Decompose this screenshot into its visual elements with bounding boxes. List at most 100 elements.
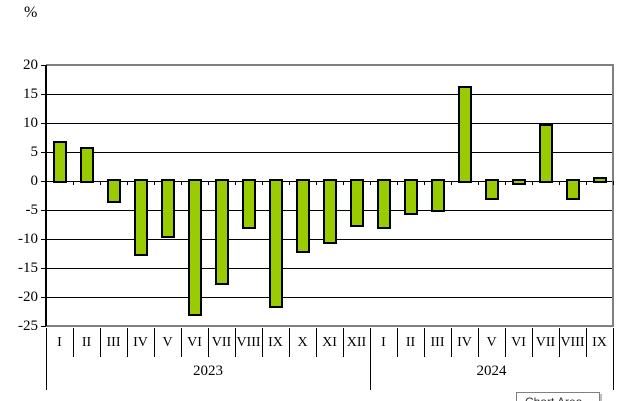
month-separator xyxy=(531,328,533,357)
category-axis-tick xyxy=(531,181,533,185)
year-separator xyxy=(612,328,614,390)
month-separator xyxy=(450,328,452,357)
month-separator xyxy=(585,328,587,357)
bar-2023-I[interactable] xyxy=(52,141,67,183)
category-axis-tick xyxy=(72,181,74,185)
bar-2024-I[interactable] xyxy=(376,179,391,230)
x-tick-label-2023-II: II xyxy=(81,335,92,350)
y-axis-tick-label: -15 xyxy=(18,260,38,276)
year-label-2023: 2023 xyxy=(193,363,223,379)
y-axis-line xyxy=(45,65,47,326)
category-axis-tick xyxy=(558,181,560,185)
bar-2023-VI[interactable] xyxy=(187,179,202,317)
category-axis-tick xyxy=(45,181,47,185)
x-tick-label-2023-X: X xyxy=(297,335,308,350)
month-separator xyxy=(234,328,236,357)
bar-2024-IX[interactable] xyxy=(592,177,607,183)
y-axis-tick xyxy=(41,93,46,95)
bar-2023-VIII[interactable] xyxy=(241,179,256,230)
category-axis-tick xyxy=(261,181,263,185)
bar-2023-VII[interactable] xyxy=(214,179,229,285)
category-axis-tick xyxy=(504,181,506,185)
y-axis-tick-label: 15 xyxy=(23,86,38,102)
category-axis-tick xyxy=(153,181,155,185)
x-tick-label-2023-XI: XI xyxy=(322,335,337,350)
category-axis-tick xyxy=(612,181,614,185)
category-axis-tick xyxy=(342,181,344,185)
bar-2023-X[interactable] xyxy=(295,179,310,253)
month-separator xyxy=(342,328,344,357)
category-axis-tick xyxy=(288,181,290,185)
y-axis-tick xyxy=(41,180,46,182)
tooltip-text: Chart Area xyxy=(525,395,582,401)
category-axis-tick xyxy=(207,181,209,185)
x-tick-label-2024-III: III xyxy=(430,335,445,350)
year-label-2024: 2024 xyxy=(476,363,507,379)
bar-2023-III[interactable] xyxy=(106,179,121,204)
month-separator xyxy=(99,328,101,357)
category-axis-tick xyxy=(369,181,371,185)
category-axis-tick xyxy=(234,181,236,185)
x-tick-label-2024-II: II xyxy=(405,335,416,350)
plot-border-line xyxy=(46,64,613,66)
bar-2023-V[interactable] xyxy=(160,179,175,239)
month-separator xyxy=(396,328,398,357)
y-axis-tick-label: -5 xyxy=(25,202,39,218)
x-tick-label-2023-IV: IV xyxy=(133,335,148,350)
gridline xyxy=(46,151,613,153)
month-separator xyxy=(288,328,290,357)
year-separator xyxy=(45,328,47,390)
category-axis-tick xyxy=(585,181,587,185)
category-axis-tick xyxy=(450,181,452,185)
x-tick-label-2023-VIII: VIII xyxy=(236,335,261,350)
y-axis-tick xyxy=(41,209,46,211)
bar-2023-IX[interactable] xyxy=(268,179,283,308)
y-axis-unit-label: % xyxy=(24,4,38,21)
bar-2024-II[interactable] xyxy=(403,179,418,215)
plot-border-right xyxy=(612,64,614,327)
x-tick-label-2024-VIII: VIII xyxy=(560,335,585,350)
month-separator xyxy=(180,328,182,357)
month-separator xyxy=(126,328,128,357)
bar-2023-II[interactable] xyxy=(79,147,94,183)
x-tick-label-2024-VII: VII xyxy=(535,335,556,350)
bar-2024-VIII[interactable] xyxy=(565,179,580,201)
chart-area-tooltip: Chart Area xyxy=(516,392,600,401)
y-axis-tick xyxy=(41,325,46,327)
gridline xyxy=(46,122,613,124)
month-separator xyxy=(72,328,74,357)
bar-2023-XI[interactable] xyxy=(322,179,337,244)
month-separator xyxy=(477,328,479,357)
bar-2024-VII[interactable] xyxy=(538,123,553,183)
category-axis-tick xyxy=(315,181,317,185)
bar-2024-V[interactable] xyxy=(484,179,499,201)
x-tick-label-2023-IX: IX xyxy=(268,335,283,350)
y-axis-tick-label: 5 xyxy=(30,144,39,160)
category-axis-tick xyxy=(423,181,425,185)
x-tick-label-2024-VI: VI xyxy=(511,335,526,350)
x-tick-label-2023-VII: VII xyxy=(211,335,232,350)
x-tick-label-2023-V: V xyxy=(162,335,173,350)
bar-2023-IV[interactable] xyxy=(133,179,148,256)
gridline xyxy=(46,267,613,269)
bar-2023-XII[interactable] xyxy=(349,179,364,227)
category-axis-tick xyxy=(180,181,182,185)
month-separator xyxy=(261,328,263,357)
y-axis-tick-label: -10 xyxy=(18,231,38,247)
month-separator xyxy=(207,328,209,357)
x-tick-label-2024-IV: IV xyxy=(457,335,472,350)
month-separator xyxy=(315,328,317,357)
bar-2024-VI[interactable] xyxy=(511,179,526,186)
plot-border-line xyxy=(46,325,613,327)
y-axis-tick xyxy=(41,296,46,298)
bar-2024-III[interactable] xyxy=(430,179,445,212)
y-axis-tick xyxy=(41,238,46,240)
month-separator xyxy=(153,328,155,357)
y-axis-tick-label: 10 xyxy=(23,115,38,131)
y-axis-tick-label: -20 xyxy=(18,289,38,305)
bar-2024-IV[interactable] xyxy=(457,86,472,183)
category-axis-tick xyxy=(477,181,479,185)
y-axis-tick xyxy=(41,122,46,124)
x-tick-label-2024-V: V xyxy=(486,335,497,350)
